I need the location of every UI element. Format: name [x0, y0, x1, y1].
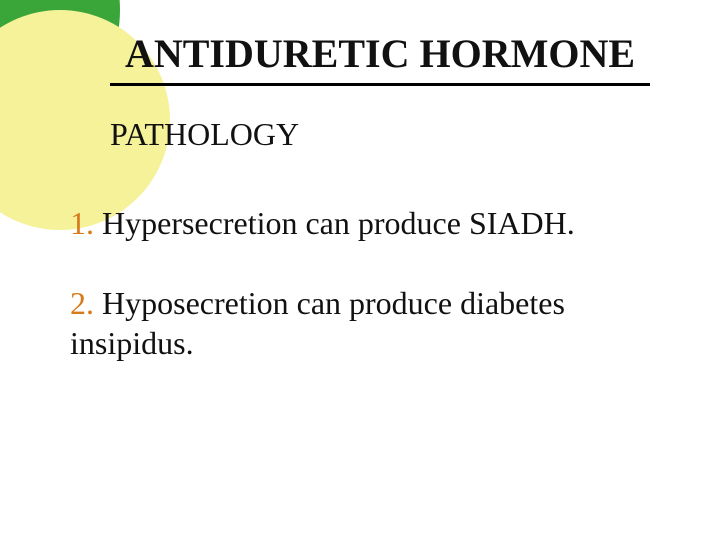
- title-underline: [110, 83, 650, 86]
- list-item: 2. Hyposecretion can produce diabetes in…: [40, 283, 680, 363]
- list-number: 1.: [70, 205, 94, 241]
- list-number: 2.: [70, 285, 94, 321]
- list-text: Hypersecretion can produce SIADH.: [94, 205, 575, 241]
- list-item: 1. Hypersecretion can produce SIADH.: [40, 203, 680, 243]
- slide-subtitle: PATHOLOGY: [110, 116, 680, 153]
- list-text: Hyposecretion can produce diabetes insip…: [70, 285, 565, 361]
- pathology-list: 1. Hypersecretion can produce SIADH. 2. …: [40, 203, 680, 363]
- slide-title: ANTIDURETIC HORMONE: [100, 30, 660, 77]
- slide-content: ANTIDURETIC HORMONE PATHOLOGY 1. Hyperse…: [0, 0, 720, 363]
